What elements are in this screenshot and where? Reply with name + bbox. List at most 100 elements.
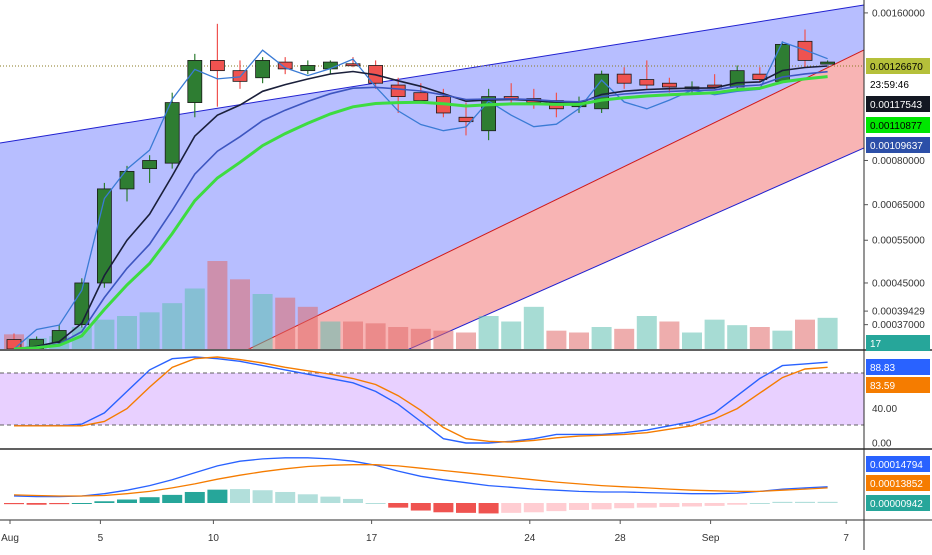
volume-bar (117, 316, 137, 349)
macd-histogram-bar (26, 503, 47, 505)
candle[interactable] (119, 165, 135, 202)
volume-bar (275, 297, 296, 349)
macd-histogram-bar (184, 491, 205, 503)
candle[interactable] (322, 60, 338, 75)
time-tick-label: 24 (524, 533, 536, 544)
candle[interactable] (662, 77, 677, 93)
candle[interactable] (390, 77, 406, 113)
volume-bar (410, 328, 431, 349)
price-tick-label: 0.00037000 (872, 320, 925, 331)
macd-histogram-bar (71, 503, 92, 504)
price-axis[interactable]: 0.00160000 0.00080000 0.00065000 0.00055000… (864, 8, 925, 331)
stoch-d-line[interactable] (14, 356, 828, 443)
candle-body (797, 40, 813, 61)
macd-line[interactable] (13, 457, 828, 498)
stoch-d-tag-text: 83.59 (870, 381, 895, 392)
stoch-band-fill (0, 373, 864, 425)
ema-dark-line[interactable] (13, 65, 828, 349)
countdown-tag-bg (866, 76, 930, 92)
candle[interactable] (187, 53, 203, 118)
macd-histogram-bar (94, 501, 115, 503)
macd-histogram-bar (207, 489, 228, 503)
candle[interactable] (752, 67, 768, 82)
ema-green-tag-text: 0.00110877 (870, 121, 923, 132)
price-tags: 0.00126670 23:59:46 0.00117543 0.00110877 0.… (866, 58, 930, 511)
macd-hist-tag-bg (866, 495, 930, 511)
macd-histogram-bar (523, 503, 544, 513)
stoch-rsi-panel[interactable] (0, 356, 864, 444)
price-tick-label: 0.00160000 (872, 8, 925, 19)
channel-upper-line[interactable] (0, 4, 864, 144)
candle[interactable] (209, 23, 225, 107)
price-panel[interactable] (0, 4, 864, 530)
macd-hist-tag: 0.00000942 (866, 495, 930, 511)
volume-tag-bg (866, 335, 930, 351)
macd-histogram-bar (569, 503, 589, 510)
candle[interactable] (616, 67, 632, 89)
volume-tag: 17 (866, 335, 930, 351)
macd-histogram-bar (795, 501, 815, 503)
volume-bar (139, 312, 160, 349)
ema-blue-tag: 0.00109637 (866, 137, 930, 153)
price-tick-label: 0.00045000 (872, 278, 925, 289)
countdown-tag-text: 23:59:46 (870, 80, 909, 91)
time-tick-label: 17 (366, 533, 378, 544)
stoch-k-line[interactable] (14, 356, 828, 444)
channel-lower-line[interactable] (0, 147, 864, 530)
volume-bar (343, 321, 363, 349)
volume-bar (614, 328, 635, 349)
candle[interactable] (300, 60, 316, 75)
candle-body (209, 60, 225, 72)
candle-body (345, 63, 361, 67)
volume-bar (682, 332, 702, 349)
candle[interactable] (142, 155, 158, 183)
macd-histogram-bar (749, 503, 770, 504)
volume-bar (365, 323, 386, 349)
macd-line-tag-bg (866, 456, 930, 472)
macd-histogram-bar (162, 494, 183, 503)
ema-green-line[interactable] (13, 75, 828, 349)
candle[interactable] (594, 70, 609, 113)
candle-body (300, 65, 316, 72)
macd-histogram-bar (117, 499, 137, 503)
macd-histogram-bar (252, 490, 273, 503)
stoch-k-tag-text: 88.83 (870, 363, 895, 374)
candle[interactable] (797, 29, 813, 68)
time-axis[interactable]: Aug 5 10 17 24 28 Sep 7 (1, 520, 849, 544)
volume-bar (636, 316, 657, 349)
macd-histogram-bar (636, 503, 657, 508)
candle[interactable] (74, 278, 90, 328)
stoch-d-tag: 83.59 (866, 377, 930, 393)
macd-histogram-bar (49, 503, 70, 505)
candle[interactable] (164, 92, 180, 169)
volume-bars (4, 261, 838, 349)
macd-histogram-bar (275, 491, 296, 503)
macd-histogram-bar (682, 503, 702, 507)
macd-panel[interactable] (4, 457, 838, 514)
macd-signal-tag: 0.00013852 (866, 475, 930, 491)
candle[interactable] (232, 60, 248, 89)
candle-body (820, 61, 835, 65)
ema-blue-line[interactable] (13, 70, 828, 349)
time-tick-label: 10 (208, 533, 220, 544)
ema-dark-tag-text: 0.00117543 (870, 100, 923, 111)
candle-body (187, 60, 203, 103)
candle[interactable] (639, 60, 655, 89)
macd-histogram-bar (139, 497, 160, 503)
candle[interactable] (820, 60, 835, 65)
volume-bar (795, 319, 815, 349)
volume-bar (817, 317, 838, 349)
macd-histogram-bar (230, 489, 250, 503)
channel-mid-line[interactable] (0, 49, 864, 470)
stoch-axis[interactable]: 40.00 0.00 (872, 404, 897, 449)
volume-bar (94, 319, 115, 349)
candle[interactable] (277, 57, 293, 75)
volume-bar (501, 321, 522, 349)
macd-signal-line[interactable] (13, 464, 828, 497)
ema-dark-tag-bg (866, 96, 930, 112)
candle-body (164, 102, 180, 164)
macd-line-tag-text: 0.00014794 (870, 460, 923, 471)
macd-histogram-bar (433, 503, 454, 513)
candle[interactable] (255, 57, 271, 84)
